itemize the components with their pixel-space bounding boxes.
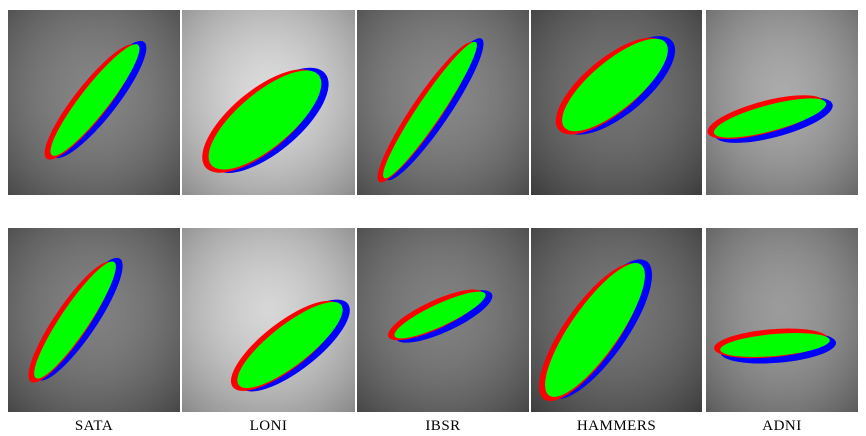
mri-panel xyxy=(706,228,858,412)
mri-panel xyxy=(357,10,529,195)
column-label: IBSR xyxy=(425,418,460,434)
column-label: LONI xyxy=(250,418,288,434)
figure: SATA LONI IBSR HAMMERS ADNI xyxy=(0,0,866,436)
column-label: ADNI xyxy=(762,418,802,434)
mri-panel xyxy=(531,10,702,195)
mri-panel xyxy=(522,228,702,415)
mri-panel xyxy=(8,10,180,195)
mri-panel xyxy=(182,10,355,195)
mri-panel xyxy=(357,228,529,412)
mri-panel xyxy=(704,10,858,195)
mri-panel xyxy=(8,228,180,412)
panels xyxy=(8,10,858,415)
mri-panel xyxy=(182,228,363,412)
column-label: SATA xyxy=(75,418,113,434)
mri-shading xyxy=(706,228,858,412)
column-label: HAMMERS xyxy=(577,418,656,434)
column-labels: SATA LONI IBSR HAMMERS ADNI xyxy=(75,418,802,434)
